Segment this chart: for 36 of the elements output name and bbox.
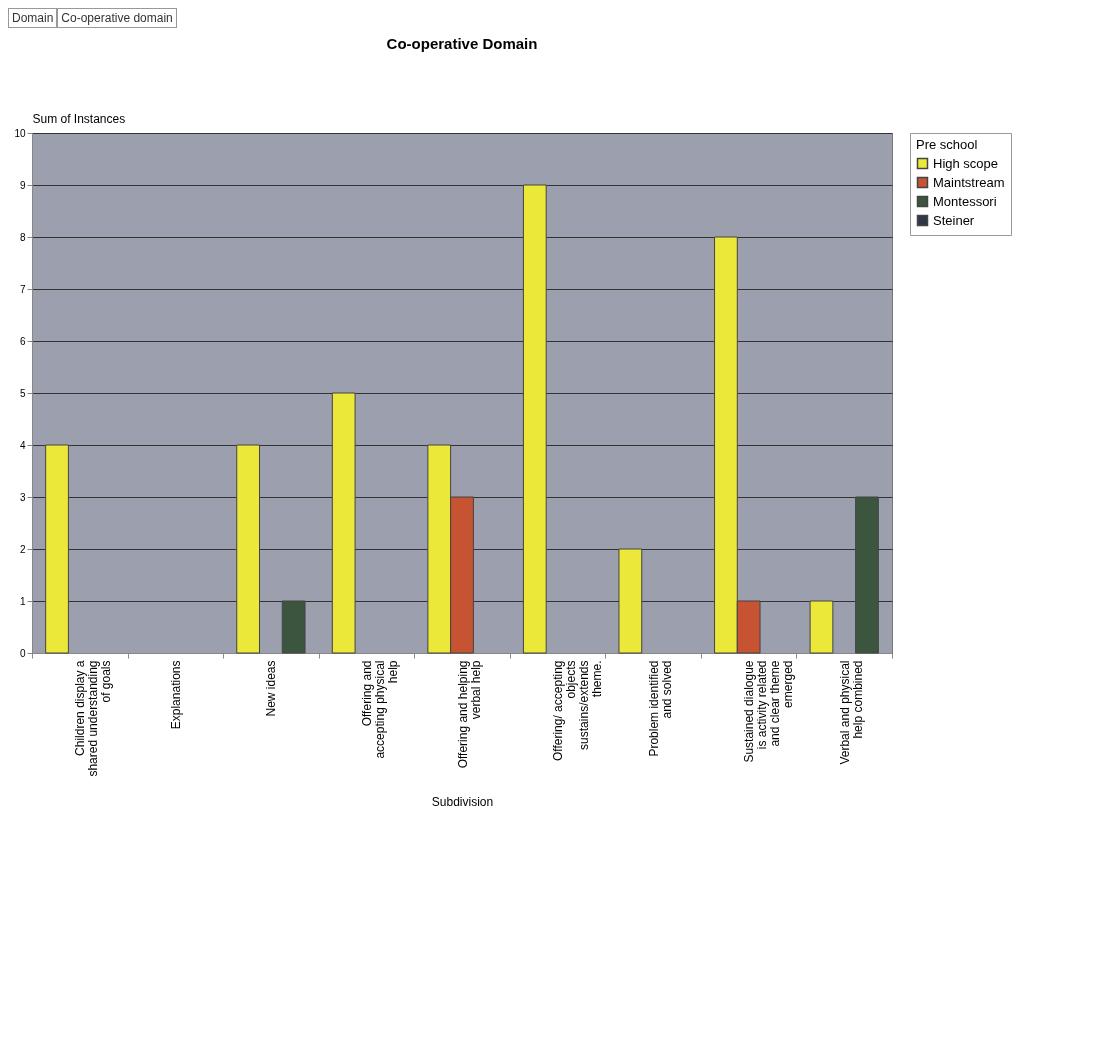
x-tick-label: Children display a shared understanding of goals (73, 660, 114, 777)
bar (809, 600, 834, 654)
bar (281, 600, 306, 654)
legend-title: Pre school (916, 137, 978, 152)
y-axis-title: Sum of Instances (32, 111, 126, 126)
y-tick-label: 6 (19, 335, 26, 347)
legend-label: Montessori (933, 193, 997, 209)
bar (236, 444, 261, 654)
legend-label: High scope (933, 155, 999, 171)
bar (522, 184, 547, 654)
y-tick-label: 7 (19, 283, 26, 295)
x-tick-label: Sustained dialogue is activity related and clear theme emerged (742, 660, 796, 763)
x-tick-label: Offering/ accepting objects sustains/extends theme. (551, 660, 605, 762)
legend-label: Maintstream (933, 174, 1005, 190)
y-tick-label: 8 (19, 231, 26, 243)
y-tick-label: 0 (19, 647, 26, 659)
y-tick-label: 9 (19, 179, 26, 191)
bar (45, 444, 69, 654)
x-axis-title: Subdivision (431, 794, 494, 809)
x-tick-label: Explanations (168, 660, 183, 730)
y-tick-label: 1 (19, 595, 26, 607)
y-tick-label: 10 (14, 127, 26, 139)
bar (331, 392, 356, 654)
y-tick-label: 4 (19, 439, 26, 451)
bar (855, 496, 879, 654)
x-tick-label: Offering and helping verbal help (455, 660, 483, 769)
text: Co-operative domain (57, 8, 177, 28)
x-tick-label: New ideas (264, 660, 279, 717)
bar (618, 548, 643, 654)
text: Domain (8, 8, 58, 28)
y-tick-label: 3 (19, 491, 26, 503)
y-tick-label: 2 (19, 543, 26, 555)
chart-title: Co-operative Domain (386, 35, 538, 52)
legend-label: Steiner (933, 212, 975, 228)
y-tick-label: 5 (19, 387, 26, 399)
x-tick-label: Offering and accepting physical help (359, 660, 400, 759)
